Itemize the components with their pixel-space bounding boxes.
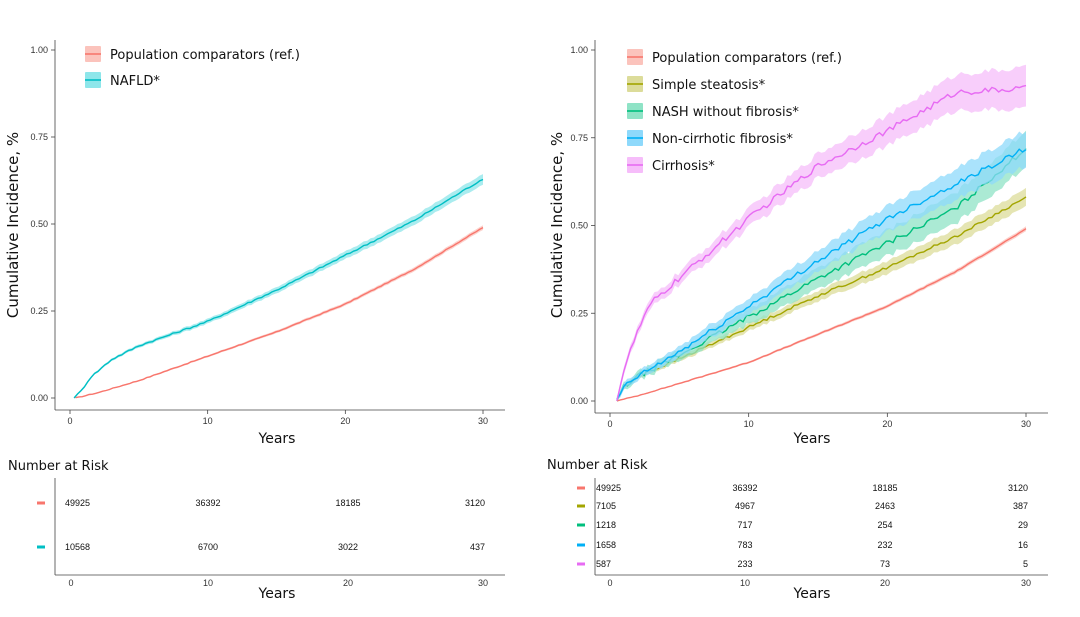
risk-value: 3022 (338, 542, 358, 552)
risk-value: 387 (1013, 501, 1028, 511)
x-tick-label: 0 (67, 416, 72, 426)
y-tick-label: 1.00 (570, 45, 588, 55)
y-axis-title: Cumulative Incidence, % (548, 132, 566, 318)
risk-x-tick-label: 0 (607, 578, 612, 588)
risk-value: 10568 (65, 542, 90, 552)
risk-value: 49925 (596, 483, 621, 493)
risk-x-tick-label: 10 (203, 578, 213, 588)
risk-value: 233 (737, 559, 752, 569)
y-tick-label: 0.00 (30, 393, 48, 403)
x-tick-label: 30 (1021, 419, 1031, 429)
ci-band-4 (616, 64, 1026, 401)
risk-x-axis-title: Years (258, 586, 296, 602)
y-tick-label: 0.25 (30, 306, 48, 316)
risk-value: 36392 (195, 498, 220, 508)
series-line-3 (616, 148, 1027, 400)
risk-x-tick-label: 30 (478, 578, 488, 588)
risk-value: 49925 (65, 498, 90, 508)
legend-label: NAFLD* (110, 74, 160, 89)
series-line-0 (75, 226, 484, 399)
y-axis-title: Cumulative Incidence, % (4, 132, 22, 318)
series-line-4 (616, 84, 1027, 402)
risk-value: 2463 (875, 501, 895, 511)
risk-value: 1658 (596, 540, 616, 550)
risk-x-tick-label: 10 (740, 578, 750, 588)
y-tick-label: 0.75 (30, 132, 48, 142)
legend-label: Non-cirrhotic fibrosis* (652, 132, 793, 147)
legend-label: Population comparators (ref.) (110, 48, 300, 63)
risk-table: Number at Risk 49925 36392 18185 3120 10568 67… (8, 459, 505, 602)
risk-value: 4967 (735, 501, 755, 511)
risk-value: 717 (737, 520, 752, 530)
risk-value: 783 (737, 540, 752, 550)
risk-value: 587 (596, 559, 611, 569)
legend-label: Cirrhosis* (652, 159, 715, 174)
ci-band-3 (616, 131, 1026, 401)
x-tick-label: 10 (744, 419, 754, 429)
risk-value: 29 (1018, 520, 1028, 530)
y-tick-label: 0.50 (30, 219, 48, 229)
series-line-0 (616, 228, 1027, 402)
ci-band-0 (75, 225, 483, 398)
risk-value: 18185 (872, 483, 897, 493)
x-tick-label: 20 (340, 416, 350, 426)
risk-value: 18185 (335, 498, 360, 508)
y-tick-label: 0.50 (570, 221, 588, 231)
risk-value: 7105 (596, 501, 616, 511)
x-axis-title: Years (793, 431, 831, 447)
ci-band-1 (74, 174, 483, 398)
x-tick-label: 30 (478, 416, 488, 426)
legend-label: Population comparators (ref.) (652, 51, 842, 66)
risk-value: 232 (877, 540, 892, 550)
risk-x-tick-label: 20 (343, 578, 353, 588)
x-tick-label: 20 (882, 419, 892, 429)
risk-value: 437 (470, 542, 485, 552)
risk-table-title: Number at Risk (547, 458, 648, 473)
risk-x-axis-title: Years (793, 586, 831, 602)
series-line-1 (73, 178, 484, 399)
x-tick-label: 0 (607, 419, 612, 429)
x-tick-label: 10 (203, 416, 213, 426)
x-axis-title: Years (258, 431, 296, 447)
y-tick-label: 0.25 (570, 308, 588, 318)
risk-x-tick-label: 30 (1021, 578, 1031, 588)
y-tick-label: 0.00 (570, 396, 588, 406)
risk-table-title: Number at Risk (8, 459, 109, 474)
risk-value: 3120 (465, 498, 485, 508)
risk-value: 254 (877, 520, 892, 530)
y-tick-label: 1.00 (30, 45, 48, 55)
risk-table: Number at Risk 49925 36392 18185 3120 7105 496… (547, 458, 1048, 602)
risk-value: 16 (1018, 540, 1028, 550)
risk-value: 73 (880, 559, 890, 569)
risk-x-tick-label: 20 (880, 578, 890, 588)
chart-panel-left: 0.00 0.25 0.50 0.75 1.00 0 10 20 30 Years Cumulati… (4, 40, 505, 602)
risk-value: 36392 (732, 483, 757, 493)
risk-value: 3120 (1008, 483, 1028, 493)
risk-x-tick-label: 0 (68, 578, 73, 588)
legend-label: NASH without fibrosis* (652, 105, 799, 120)
risk-value: 1218 (596, 520, 616, 530)
risk-value: 6700 (198, 542, 218, 552)
y-tick-label: 0.75 (570, 133, 588, 143)
risk-value: 5 (1023, 559, 1028, 569)
legend-label: Simple steatosis* (652, 78, 766, 93)
chart-panel-right: 0.00 0.25 0.50 0.75 1.00 0 10 20 30 Years Cumulati… (547, 40, 1048, 602)
